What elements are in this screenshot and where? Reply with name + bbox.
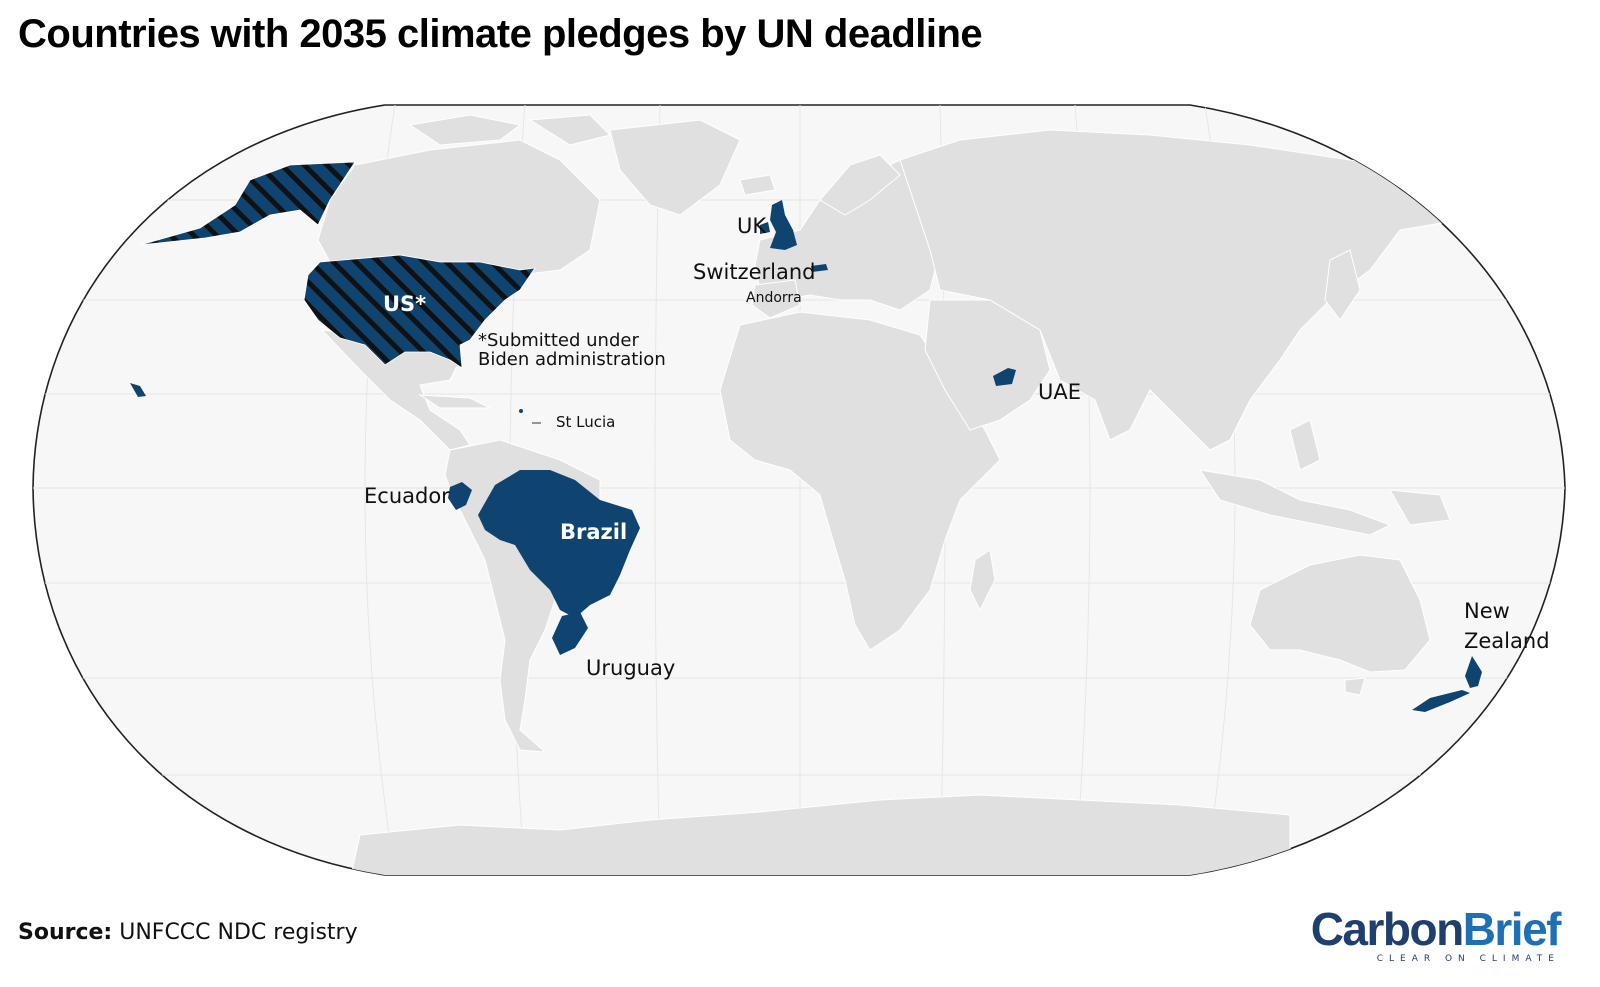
label-us-note-2: Biden administration bbox=[478, 349, 666, 370]
country-uruguay bbox=[552, 612, 588, 655]
country-us-hawaii bbox=[130, 383, 146, 397]
country-brazil bbox=[478, 470, 640, 618]
brand-name: CarbonBrief bbox=[1310, 903, 1562, 955]
country-uk bbox=[770, 200, 797, 250]
label-st-lucia: St Lucia bbox=[556, 413, 615, 431]
source-label: Source: bbox=[18, 920, 113, 945]
label-new-zealand-2: Zealand bbox=[1464, 629, 1550, 653]
label-brazil: Brazil bbox=[560, 520, 627, 544]
label-ecuador: Ecuador bbox=[364, 484, 450, 508]
country-switzerland bbox=[811, 264, 828, 272]
country-us-alaska bbox=[139, 161, 356, 246]
country-uae bbox=[993, 368, 1016, 386]
antarctica bbox=[349, 794, 1291, 875]
label-andorra: Andorra bbox=[746, 290, 802, 306]
greenland bbox=[609, 119, 741, 216]
label-us-note-1: *Submitted under bbox=[478, 330, 639, 351]
country-st-lucia bbox=[519, 409, 523, 413]
label-uae: UAE bbox=[1038, 380, 1081, 404]
brand-tagline: CLEAR ON CLIMATE bbox=[1376, 954, 1560, 964]
label-uruguay: Uruguay bbox=[586, 656, 675, 680]
label-new-zealand-1: New bbox=[1464, 599, 1510, 623]
source-note: Source: UNFCCC NDC registry bbox=[18, 920, 358, 945]
label-switzerland: Switzerland bbox=[693, 260, 816, 284]
country-us bbox=[303, 254, 536, 369]
asia bbox=[899, 129, 1481, 451]
page-title: Countries with 2035 climate pledges by U… bbox=[18, 12, 983, 56]
country-ecuador bbox=[448, 482, 472, 510]
country-new-zealand bbox=[1465, 656, 1482, 688]
label-us: US* bbox=[383, 292, 426, 316]
pledged-countries bbox=[130, 161, 1482, 712]
brand-part-1: Carbon bbox=[1310, 903, 1465, 955]
source-text: UNFCCC NDC registry bbox=[119, 920, 358, 945]
carbonbrief-logo: CarbonBrief CLEAR ON CLIMATE bbox=[1310, 903, 1562, 964]
australia bbox=[1249, 554, 1431, 673]
label-uk: UK bbox=[737, 214, 767, 238]
brand-part-2: Brief bbox=[1462, 903, 1562, 955]
